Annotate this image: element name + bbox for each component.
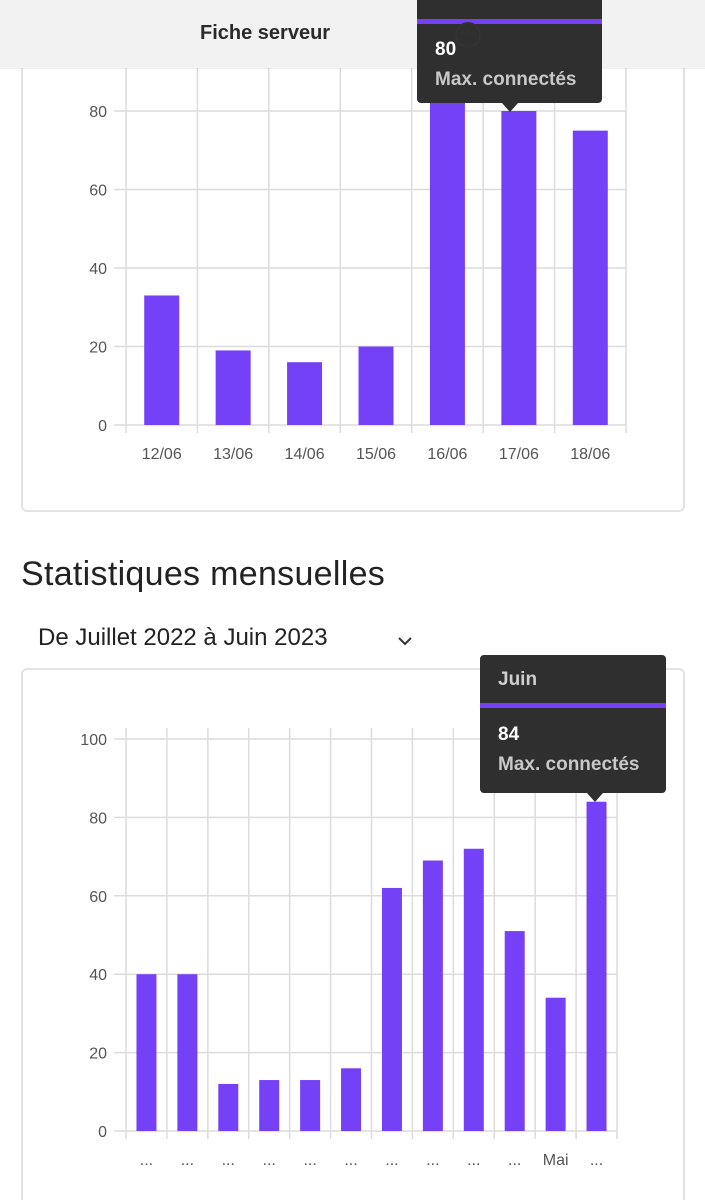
bar[interactable] xyxy=(259,1080,280,1131)
x-tick-label: ... xyxy=(426,1152,439,1169)
x-tick-label: ... xyxy=(467,1152,480,1169)
y-tick-label: 60 xyxy=(89,889,107,906)
tooltip-label: Max. connectés xyxy=(498,754,640,775)
page-title: Fiche serveur xyxy=(200,22,331,44)
y-tick-label: 0 xyxy=(98,418,107,435)
bar[interactable] xyxy=(341,1068,362,1131)
x-tick-label: ... xyxy=(181,1152,194,1169)
bar[interactable] xyxy=(300,1080,321,1131)
x-tick-label: ... xyxy=(263,1152,276,1169)
tooltip-label: Max. connectés xyxy=(435,69,577,90)
y-tick-label: 100 xyxy=(80,732,107,749)
bar[interactable] xyxy=(358,346,394,426)
bar[interactable] xyxy=(215,350,251,425)
y-tick-label: 40 xyxy=(89,261,107,278)
x-tick-label: ... xyxy=(385,1152,398,1169)
x-tick-label: ... xyxy=(303,1152,316,1169)
weekly-chart-tooltip: 80 Max. connectés xyxy=(417,0,602,112)
x-tick-label: ... xyxy=(590,1152,603,1169)
tooltip-accent-bar xyxy=(480,703,666,708)
y-tick-label: 40 xyxy=(89,967,107,984)
x-tick-label: 14/06 xyxy=(285,446,325,463)
y-tick-label: 80 xyxy=(89,104,107,121)
x-tick-label: 17/06 xyxy=(499,446,539,463)
bar[interactable] xyxy=(422,860,443,1131)
x-tick-label: 12/06 xyxy=(142,446,182,463)
monthly-section-title: Statistiques mensuelles xyxy=(21,555,386,593)
x-tick-label: ... xyxy=(344,1152,357,1169)
y-tick-label: 80 xyxy=(89,810,107,827)
tooltip-pointer xyxy=(502,103,518,112)
monthly-bar-chart[interactable]: 0 20 40 60 80 100............................… xyxy=(23,670,687,1200)
date-range-dropdown[interactable]: De Juillet 2022 à Juin 2023 xyxy=(38,624,328,651)
y-tick-label: 60 xyxy=(89,183,107,200)
y-tick-label: 0 xyxy=(98,1124,107,1141)
bar[interactable] xyxy=(218,1083,239,1131)
tooltip-accent-bar xyxy=(417,19,602,24)
bar[interactable] xyxy=(381,887,402,1131)
tooltip-header xyxy=(417,0,602,19)
bar[interactable] xyxy=(463,848,484,1131)
bar[interactable] xyxy=(504,931,525,1131)
tooltip-value: 84 xyxy=(498,724,520,745)
bar[interactable] xyxy=(287,362,323,425)
x-tick-label: ... xyxy=(508,1152,521,1169)
x-tick-label: 15/06 xyxy=(356,446,396,463)
more-horizontal-icon[interactable]: ··· xyxy=(455,22,481,48)
bar[interactable] xyxy=(136,974,157,1131)
x-tick-label: ... xyxy=(222,1152,235,1169)
bar[interactable] xyxy=(429,95,465,426)
monthly-chart-tooltip: Juin 84 Max. connectés xyxy=(480,655,666,802)
bar[interactable] xyxy=(572,130,608,425)
bar[interactable] xyxy=(501,111,537,425)
tooltip-pointer xyxy=(587,793,603,802)
y-tick-label: 20 xyxy=(89,340,107,357)
chevron-down-icon[interactable] xyxy=(396,632,414,650)
x-tick-label: 16/06 xyxy=(427,446,467,463)
y-tick-label: 20 xyxy=(89,1046,107,1063)
bar[interactable] xyxy=(177,974,198,1131)
x-tick-label: Mai xyxy=(543,1152,569,1169)
tooltip-value: 80 xyxy=(435,39,457,60)
bar[interactable] xyxy=(586,801,607,1131)
x-tick-label: ... xyxy=(140,1152,153,1169)
bar[interactable] xyxy=(545,997,566,1131)
x-tick-label: 13/06 xyxy=(213,446,253,463)
bar[interactable] xyxy=(144,295,180,425)
x-tick-label: 18/06 xyxy=(570,446,610,463)
weekly-bar-chart[interactable]: 0 20 40 60 80 12/06 13/06 14/06 15/06 16/06 17/06 1… xyxy=(23,0,687,512)
tooltip-title: Juin xyxy=(498,669,538,690)
